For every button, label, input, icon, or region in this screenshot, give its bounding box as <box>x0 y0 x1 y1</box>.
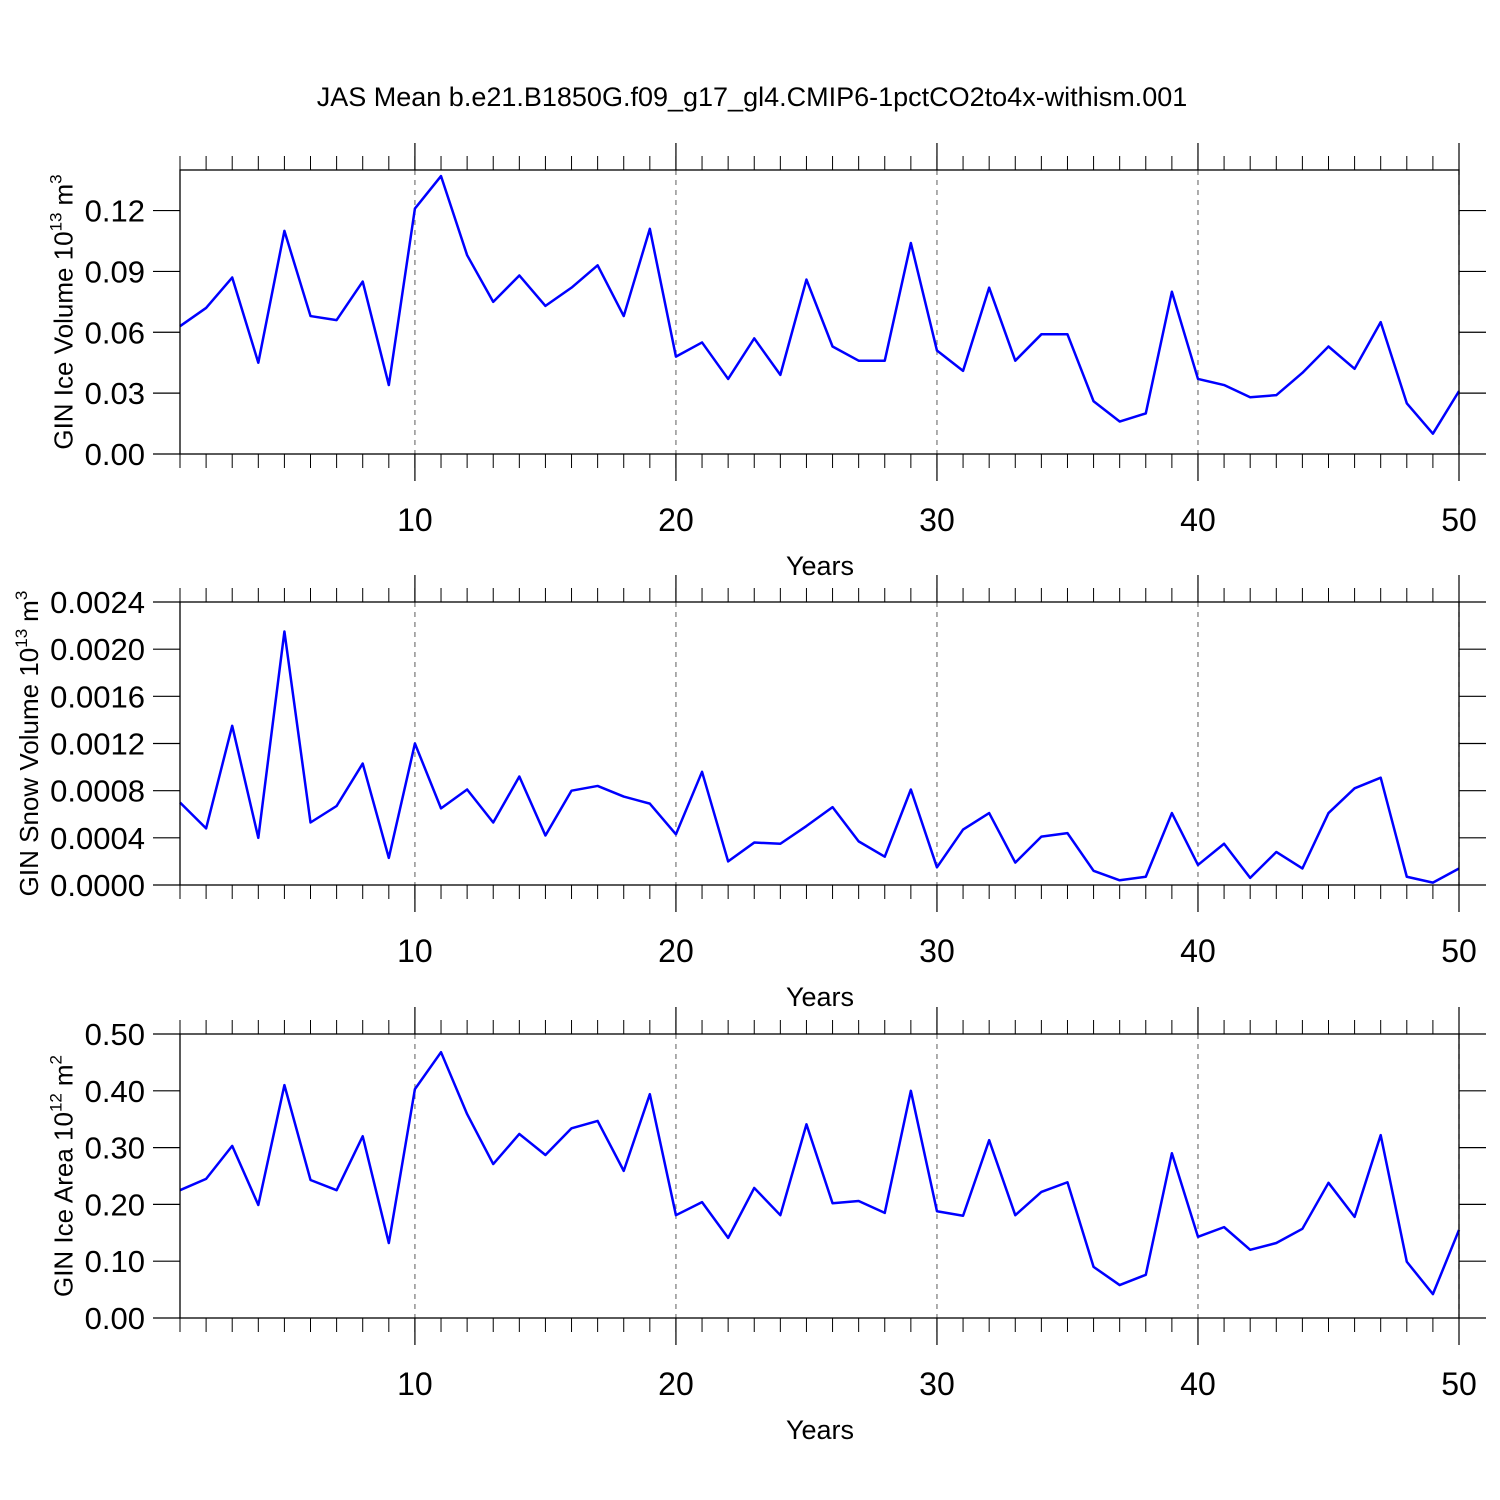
y-tick-label: 0.10 <box>85 1244 145 1279</box>
y-axis-label-part: GIN Ice Area 10 <box>49 1112 79 1297</box>
data-line <box>179 630 1460 884</box>
y-tick-label: 0.12 <box>85 194 145 229</box>
y-tick-label: 0.0004 <box>50 821 145 856</box>
x-tick-label: 50 <box>1441 502 1477 538</box>
x-tick-label: 30 <box>919 933 955 969</box>
x-tick-label: 40 <box>1180 1366 1216 1402</box>
x-tick-label: 40 <box>1180 933 1216 969</box>
y-axis-label-part: m <box>49 1064 79 1086</box>
y-tick-label: 0.03 <box>85 376 145 411</box>
x-axis-label: Years <box>786 551 854 581</box>
y-tick-label: 0.0020 <box>50 632 145 667</box>
y-axis-label-part: m <box>14 600 44 622</box>
x-tick-label: 40 <box>1180 502 1216 538</box>
x-tick-label: 50 <box>1441 1366 1477 1402</box>
y-axis-label-part: 13 <box>12 629 31 648</box>
plot-frame <box>179 601 1460 886</box>
x-tick-label: 10 <box>397 1366 433 1402</box>
x-tick-label: 20 <box>658 1366 694 1402</box>
plot-frame <box>179 1033 1460 1319</box>
x-tick-label: 20 <box>658 502 694 538</box>
x-tick-label: 30 <box>919 502 955 538</box>
data-line <box>179 174 1461 435</box>
y-axis-label-part: 3 <box>12 591 31 600</box>
y-tick-label: 0.40 <box>85 1074 145 1109</box>
y-tick-label: 0.0008 <box>50 774 145 809</box>
x-tick-label: 10 <box>397 502 433 538</box>
y-axis-label: GIN Ice Volume 1013 m3 <box>47 174 79 449</box>
y-tick-label: 0.30 <box>85 1131 145 1166</box>
plot-frame <box>179 169 1460 455</box>
y-tick-label: 0.0016 <box>50 679 145 714</box>
y-axis-label-part: GIN Ice Volume 10 <box>49 231 79 449</box>
y-tick-label: 0.0024 <box>50 585 145 620</box>
chart-title: JAS Mean b.e21.B1850G.f09_g17_gl4.CMIP6-… <box>317 82 1188 112</box>
y-axis-label: GIN Snow Volume 1013 m3 <box>12 591 44 897</box>
y-tick-label: 0.0000 <box>50 868 145 903</box>
y-tick-label: 0.06 <box>85 315 145 350</box>
y-axis-label-part: 12 <box>47 1093 66 1112</box>
x-tick-label: 50 <box>1441 933 1477 969</box>
y-axis-label-part: GIN Snow Volume 10 <box>14 648 44 897</box>
y-axis-label-part: 13 <box>47 212 66 231</box>
y-axis-label-part: 2 <box>47 1055 66 1064</box>
y-tick-label: 0.00 <box>85 1301 145 1336</box>
x-axis-label: Years <box>786 982 854 1012</box>
x-tick-label: 30 <box>919 1366 955 1402</box>
y-tick-label: 0.0012 <box>50 727 145 762</box>
x-tick-label: 10 <box>397 933 433 969</box>
y-axis-label-part: m <box>49 184 79 206</box>
data-line <box>179 1050 1461 1296</box>
y-tick-label: 0.50 <box>85 1017 145 1052</box>
y-tick-label: 0.09 <box>85 254 145 289</box>
x-axis-label: Years <box>786 1415 854 1445</box>
x-tick-label: 20 <box>658 933 694 969</box>
y-tick-label: 0.20 <box>85 1187 145 1222</box>
y-axis-label-part: 3 <box>47 174 66 183</box>
y-tick-label: 0.00 <box>85 437 145 472</box>
y-axis-label: GIN Ice Area 1012 m2 <box>47 1055 79 1297</box>
